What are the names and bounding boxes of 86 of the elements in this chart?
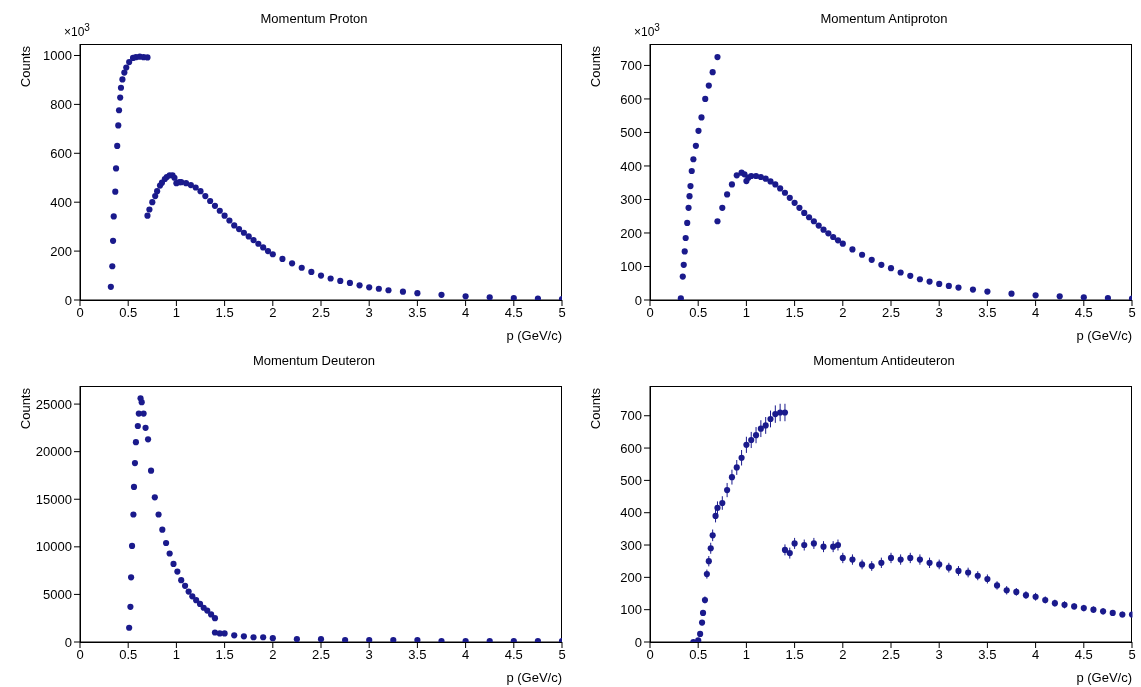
chart-title: Momentum Antiproton xyxy=(820,11,948,26)
x-tick-label: 1 xyxy=(172,305,181,321)
x-tick-label: 1 xyxy=(172,647,181,663)
chart-title: Momentum Proton xyxy=(260,11,368,26)
x-axis-title: p (GeV/c) xyxy=(506,670,562,685)
y-tick-label: 500 xyxy=(620,125,642,141)
x-tick-label: 0 xyxy=(646,647,654,663)
y-tick-label: 1000 xyxy=(43,48,72,64)
x-tick-label: 1 xyxy=(742,305,751,321)
x-tick-label: 0.5 xyxy=(119,647,138,663)
x-tick-label: 3 xyxy=(365,305,373,321)
y-tick-label: 25000 xyxy=(35,396,72,412)
x-tick-label: 2 xyxy=(269,647,277,663)
y-tick-label: 300 xyxy=(620,537,642,553)
text: ×10$^{3}$ xyxy=(64,22,90,39)
y-axis-title: Counts xyxy=(588,45,603,88)
x-tick-label: 3 xyxy=(935,647,943,663)
y-tick-label: 600 xyxy=(50,145,72,161)
x-tick-label: 4.5 xyxy=(504,647,523,663)
x-tick-label: 5 xyxy=(558,305,566,321)
y-tick-label: 200 xyxy=(620,569,642,585)
x-tick-label: 3.5 xyxy=(408,647,427,663)
x-tick-label: 3.5 xyxy=(408,305,427,321)
x-tick-label: 2 xyxy=(839,305,847,321)
x-tick-label: 2.5 xyxy=(311,647,331,663)
y-tick-label: 600 xyxy=(620,91,642,107)
x-tick-label: 2.5 xyxy=(881,305,901,321)
y-axis-title: Counts xyxy=(18,45,33,88)
y-tick-label: 10000 xyxy=(35,539,72,555)
y-tick-label: 400 xyxy=(620,505,642,521)
y-tick-label: 700 xyxy=(620,58,642,74)
x-tick-label: 4 xyxy=(461,647,470,663)
x-axis-title: p (GeV/c) xyxy=(1076,328,1132,343)
x-tick-label: 1 xyxy=(742,647,751,663)
x-tick-label: 0 xyxy=(76,305,84,321)
x-tick-label: 2 xyxy=(269,305,277,321)
x-axis-title: p (GeV/c) xyxy=(1076,670,1132,685)
y-axis-title: Counts xyxy=(18,387,33,430)
x-tick-label: 3 xyxy=(935,305,943,321)
x-tick-label: 3.5 xyxy=(978,305,997,321)
y-tick-label: 500 xyxy=(620,473,642,488)
y-tick-label: 700 xyxy=(620,408,642,424)
x-tick-label: 1.5 xyxy=(785,305,804,321)
chart-title: Momentum Antideuteron xyxy=(812,352,956,370)
x-tick-label: 0.5 xyxy=(689,305,708,321)
x-tick-label: 2.5 xyxy=(881,647,901,663)
chart-title: Momentum Deuteron xyxy=(251,352,377,370)
x-tick-label: 4.5 xyxy=(1074,647,1093,663)
x-tick-label: 4 xyxy=(1031,647,1040,663)
y-tick-label: 15000 xyxy=(35,491,72,507)
x-tick-label: 4 xyxy=(1031,305,1040,321)
x-tick-label: 3 xyxy=(365,647,373,663)
x-tick-label: 2 xyxy=(839,647,847,663)
y-tick-label: 0 xyxy=(64,292,72,308)
x-tick-label: 4 xyxy=(461,305,470,321)
y-tick-label: 200 xyxy=(620,225,642,241)
x-tick-label: 4.5 xyxy=(504,305,523,321)
x-tick-label: 5 xyxy=(558,647,566,663)
y-tick-label: 200 xyxy=(50,243,72,259)
y-tick-label: 600 xyxy=(620,440,642,456)
x-tick-label: 3.5 xyxy=(978,647,997,663)
y-axis-title: Counts xyxy=(588,387,603,430)
text: ×10$^{3}$ xyxy=(634,22,660,39)
x-tick-label: 1.5 xyxy=(215,305,234,321)
y-tick-label: 100 xyxy=(620,259,642,275)
x-tick-label: 1.5 xyxy=(785,647,804,663)
y-tick-label: 0 xyxy=(64,634,72,650)
y-tick-label: 5000 xyxy=(43,587,72,603)
y-tick-label: 0 xyxy=(634,292,642,308)
x-tick-label: 2.5 xyxy=(311,305,331,321)
y-tick-label: 0 xyxy=(634,634,642,650)
x-tick-label: 5 xyxy=(1128,305,1136,321)
y-tick-label: 400 xyxy=(50,194,72,210)
y-tick-label: 100 xyxy=(620,602,642,618)
x-tick-label: 5 xyxy=(1128,647,1136,663)
x-tick-label: 0 xyxy=(76,647,84,663)
x-tick-label: 4.5 xyxy=(1074,305,1093,321)
x-tick-label: 0.5 xyxy=(689,647,708,663)
y-tick-label: 400 xyxy=(620,158,642,174)
x-axis-title: p (GeV/c) xyxy=(506,328,562,343)
y-tick-label: 20000 xyxy=(35,444,72,460)
x-tick-label: 1.5 xyxy=(215,647,234,663)
y-tick-label: 800 xyxy=(50,97,72,113)
x-tick-label: 0 xyxy=(646,305,654,321)
x-tick-label: 0.5 xyxy=(119,305,138,321)
y-tick-label: 300 xyxy=(620,192,642,208)
